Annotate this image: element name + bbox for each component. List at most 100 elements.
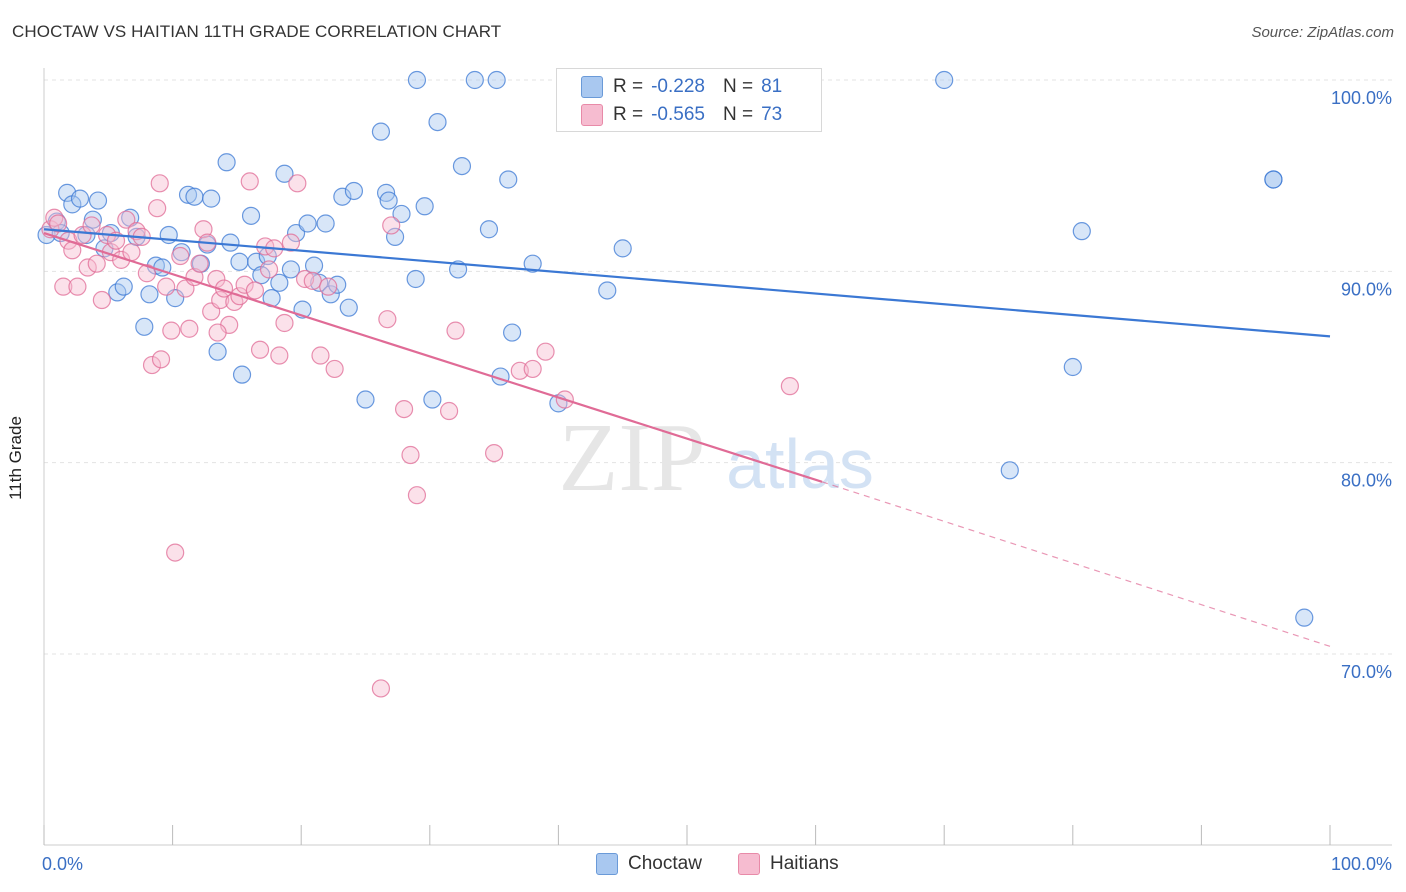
haitians-point — [137, 264, 156, 283]
haitians-trend-line — [43, 232, 823, 483]
choctaw-point — [1264, 170, 1283, 189]
choctaw-point — [385, 227, 405, 246]
choctaw-point — [77, 225, 96, 245]
haitians-point — [311, 346, 330, 365]
choctaw-point — [316, 214, 335, 233]
legend-row-haitians: R = -0.565 N = 73 — [581, 101, 782, 129]
legend-item-choctaw[interactable]: Choctaw — [596, 852, 702, 876]
legend-swatch-haitians — [738, 853, 760, 875]
choctaw-point — [379, 191, 398, 210]
choctaw-point — [452, 157, 472, 176]
haitians-point — [82, 216, 101, 235]
haitians-point — [142, 355, 162, 375]
choctaw-point — [613, 239, 632, 258]
choctaw-point — [178, 185, 198, 204]
haitians-point — [148, 199, 167, 218]
choctaw-point — [465, 70, 484, 90]
haitians-point — [245, 281, 265, 300]
haitians-point — [117, 210, 136, 229]
choctaw-point — [1063, 357, 1082, 377]
haitians-point — [259, 260, 279, 279]
haitians-point — [536, 342, 555, 361]
haitians-point — [303, 271, 322, 290]
legend-item-haitians[interactable]: Haitians — [738, 852, 839, 876]
choctaw-point — [415, 197, 434, 216]
haitians-point — [162, 321, 181, 340]
haitians-point — [275, 313, 294, 333]
haitians-point — [68, 277, 87, 296]
choctaw-point — [270, 273, 289, 292]
legend-swatch-haitians — [581, 104, 603, 126]
haitians-point — [211, 290, 230, 310]
choctaw-point — [241, 206, 261, 225]
haitians-trend-extension — [821, 481, 1331, 647]
watermark-atlas: atlas — [726, 425, 874, 503]
x-tick-label: 0.0% — [42, 854, 83, 874]
haitians-point — [87, 254, 106, 273]
choctaw-point — [70, 189, 90, 208]
tick-labels: 70.0% 80.0% 90.0% 100.0% 0.0% 100.0% — [42, 88, 1392, 874]
haitians-point — [407, 486, 427, 505]
haitians-point — [288, 174, 307, 193]
choctaw-point — [208, 342, 227, 361]
haitians-point — [270, 346, 289, 365]
choctaw-point — [1295, 608, 1314, 627]
choctaw-point — [423, 390, 442, 409]
chart-title: CHOCTAW VS HAITIAN 11TH GRADE CORRELATIO… — [12, 22, 502, 41]
haitians-point — [166, 543, 185, 562]
y-tick-label: 70.0% — [1341, 662, 1392, 682]
legend-n-label: N = — [722, 104, 754, 125]
haitians-point — [485, 444, 504, 463]
choctaw-point — [371, 122, 391, 141]
choctaw-point — [935, 70, 954, 90]
choctaw-point — [185, 187, 204, 206]
y-tick-label: 100.0% — [1331, 88, 1392, 108]
haitians-point — [325, 359, 344, 379]
choctaw-point — [487, 70, 506, 90]
choctaw-point — [114, 277, 133, 296]
choctaw-point — [344, 181, 364, 201]
series-haitians — [41, 172, 799, 698]
legend-swatch-choctaw — [581, 76, 603, 98]
haitians-point — [394, 399, 414, 419]
choctaw-point — [298, 214, 317, 233]
haitians-point — [382, 216, 401, 235]
haitians-point — [378, 310, 397, 329]
choctaw-point — [428, 112, 447, 132]
haitians-point — [54, 277, 73, 296]
stats-legend: R = -0.228 N = 81 R = -0.565 N = 73 — [556, 68, 822, 132]
haitians-point — [180, 319, 199, 338]
haitians-point — [151, 350, 171, 369]
choctaw-point — [392, 204, 411, 224]
legend-r-label: R = — [613, 104, 644, 125]
watermark: ZIP atlas — [559, 404, 874, 512]
choctaw-point — [333, 187, 352, 206]
haitians-point — [190, 254, 209, 273]
legend-label-choctaw: Choctaw — [628, 853, 702, 874]
y-tick-label: 80.0% — [1341, 471, 1392, 491]
choctaw-point — [310, 273, 329, 292]
legend-row-choctaw: R = -0.228 N = 81 — [581, 73, 782, 101]
haitians-point — [401, 445, 420, 465]
choctaw-point — [232, 365, 252, 384]
haitians-point — [780, 377, 799, 396]
choctaw-point — [598, 281, 617, 300]
haitians-point — [208, 323, 227, 342]
choctaw-point — [339, 298, 358, 317]
choctaw-point — [135, 317, 154, 336]
choctaw-trend-line — [43, 228, 1331, 338]
choctaw-point — [479, 220, 499, 239]
choctaw-point — [217, 153, 236, 172]
choctaw-point — [406, 269, 425, 289]
choctaw-point — [304, 256, 324, 275]
choctaw-point — [1000, 461, 1019, 480]
choctaw-point — [83, 210, 102, 229]
haitians-point — [250, 340, 270, 359]
choctaw-point — [202, 189, 221, 208]
series-choctaw — [37, 70, 1314, 627]
haitians-point — [78, 258, 97, 277]
haitians-point — [92, 290, 111, 310]
haitians-point — [446, 321, 465, 340]
legend-r-label: R = — [613, 76, 644, 97]
choctaw-point — [88, 191, 108, 210]
